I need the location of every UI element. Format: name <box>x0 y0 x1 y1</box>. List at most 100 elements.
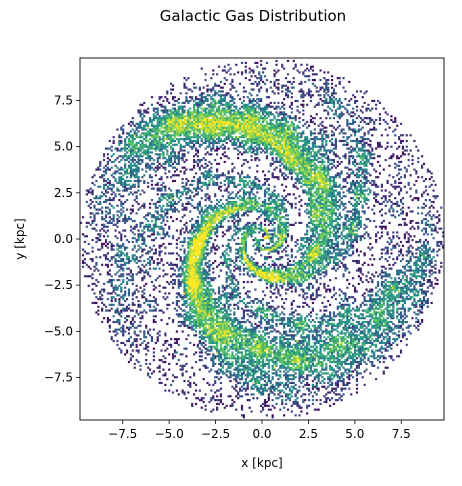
heatmap-cell <box>293 348 295 350</box>
heatmap-cell <box>168 292 170 294</box>
heatmap-cell <box>187 315 189 317</box>
heatmap-cell <box>300 315 302 317</box>
heatmap-cell <box>212 330 214 332</box>
heatmap-cell <box>342 304 344 306</box>
heatmap-cell <box>266 313 268 315</box>
heatmap-cell <box>222 262 224 264</box>
heatmap-cell <box>245 378 247 380</box>
heatmap-cell <box>362 359 364 361</box>
heatmap-cell <box>224 350 226 352</box>
heatmap-cell <box>264 351 266 353</box>
heatmap-cell <box>331 348 333 350</box>
heatmap-cell <box>206 298 208 300</box>
heatmap-cell <box>371 332 373 334</box>
heatmap-cell <box>258 359 260 361</box>
heatmap-cell <box>214 323 216 325</box>
heatmap-cell <box>218 289 220 291</box>
heatmap-cell <box>293 401 295 403</box>
heatmap-cell <box>174 355 176 357</box>
heatmap-cell <box>162 311 164 313</box>
heatmap-cell <box>410 332 412 334</box>
heatmap-cell <box>337 350 339 352</box>
heatmap-cell <box>191 273 193 275</box>
heatmap-cell <box>279 344 281 346</box>
heatmap-cell <box>333 391 335 393</box>
heatmap-cell <box>364 361 366 363</box>
heatmap-cell <box>358 372 360 374</box>
heatmap-cell <box>298 344 300 346</box>
heatmap-cell <box>116 264 118 266</box>
heatmap-cell <box>113 256 115 258</box>
heatmap-cell <box>390 309 392 311</box>
heatmap-cell <box>296 357 298 359</box>
heatmap-cell <box>166 308 168 310</box>
heatmap-cell <box>153 309 155 311</box>
heatmap-cell <box>151 309 153 311</box>
heatmap-cell <box>377 321 379 323</box>
heatmap-cell <box>385 332 387 334</box>
heatmap-cell <box>277 390 279 392</box>
heatmap-cell <box>266 323 268 325</box>
heatmap-cell <box>318 342 320 344</box>
heatmap-cell <box>228 357 230 359</box>
heatmap-cell <box>388 304 390 306</box>
heatmap-cell <box>381 321 383 323</box>
heatmap-cell <box>325 372 327 374</box>
heatmap-cell <box>365 327 367 329</box>
heatmap-cell <box>113 315 115 317</box>
heatmap-cell <box>189 298 191 300</box>
heatmap-cell <box>423 277 425 279</box>
heatmap-cell <box>287 323 289 325</box>
heatmap-cell <box>270 296 272 298</box>
heatmap-cell <box>314 359 316 361</box>
heatmap-cell <box>239 327 241 329</box>
heatmap-cell <box>390 292 392 294</box>
heatmap-cell <box>298 353 300 355</box>
heatmap-cell <box>264 344 266 346</box>
heatmap-cell <box>273 369 275 371</box>
heatmap-cell <box>323 319 325 321</box>
heatmap-cell <box>245 321 247 323</box>
heatmap-cell <box>298 294 300 296</box>
heatmap-cell <box>243 329 245 331</box>
heatmap-cell <box>325 346 327 348</box>
heatmap-cell <box>373 319 375 321</box>
heatmap-cell <box>335 348 337 350</box>
heatmap-cell <box>210 298 212 300</box>
heatmap-cell <box>189 302 191 304</box>
heatmap-cell <box>130 271 132 273</box>
heatmap-cell <box>235 342 237 344</box>
heatmap-cell <box>216 407 218 409</box>
heatmap-cell <box>400 281 402 283</box>
heatmap-cell <box>254 350 256 352</box>
heatmap-cell <box>201 308 203 310</box>
heatmap-cell <box>120 351 122 353</box>
heatmap-cell <box>247 361 249 363</box>
heatmap-cell <box>369 340 371 342</box>
heatmap-cell <box>329 311 331 313</box>
heatmap-cell <box>252 268 254 270</box>
heatmap-cell <box>229 327 231 329</box>
heatmap-cell <box>285 323 287 325</box>
heatmap-cell <box>262 363 264 365</box>
heatmap-cell <box>260 321 262 323</box>
heatmap-cell <box>197 344 199 346</box>
heatmap-cell <box>298 351 300 353</box>
heatmap-cell <box>247 350 249 352</box>
heatmap-cell <box>327 382 329 384</box>
heatmap-cell <box>206 262 208 264</box>
heatmap-cell <box>149 262 151 264</box>
heatmap-cell <box>392 296 394 298</box>
heatmap-cell <box>264 329 266 331</box>
heatmap-cell <box>285 378 287 380</box>
heatmap-cell <box>356 372 358 374</box>
heatmap-cell <box>237 351 239 353</box>
heatmap-cell <box>388 342 390 344</box>
heatmap-cell <box>285 367 287 369</box>
heatmap-cell <box>402 300 404 302</box>
heatmap-cell <box>239 374 241 376</box>
heatmap-cell <box>296 390 298 392</box>
heatmap-cell <box>191 260 193 262</box>
heatmap-cell <box>149 369 151 371</box>
